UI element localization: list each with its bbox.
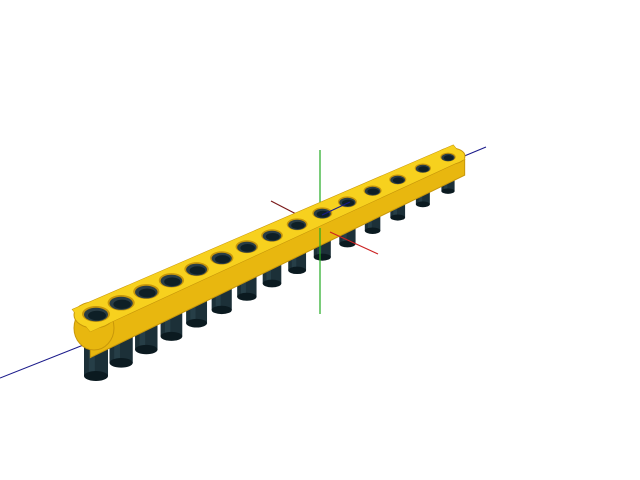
- peg-bottom: [288, 266, 307, 275]
- beam-hole: [286, 218, 308, 231]
- beam-hole: [82, 306, 110, 322]
- peg-bottom: [237, 292, 257, 301]
- beam-hole: [389, 174, 407, 185]
- hole-inner: [215, 255, 231, 264]
- hole-inner: [113, 299, 131, 309]
- hole-inner: [443, 155, 454, 161]
- peg-bottom: [211, 305, 232, 315]
- peg-bottom: [441, 188, 455, 194]
- hole-inner: [88, 310, 106, 321]
- hole-inner: [392, 177, 404, 184]
- peg-bottom: [364, 227, 381, 234]
- hole-inner: [164, 277, 181, 287]
- beam-hole: [158, 273, 185, 288]
- peg-bottom: [415, 201, 430, 208]
- z-axis-line-left: [0, 339, 97, 379]
- beam-hole: [261, 229, 283, 242]
- peg-bottom: [160, 331, 183, 341]
- axes-front: [319, 201, 379, 314]
- beam-hole: [312, 207, 333, 219]
- beam-hole: [133, 284, 160, 300]
- peg-highlight: [88, 340, 95, 376]
- peg-bottom: [262, 279, 282, 288]
- beam-side-face: [89, 158, 466, 359]
- peg-bottom: [339, 240, 356, 248]
- peg-bottom: [84, 371, 108, 381]
- peg-bottom: [109, 357, 133, 368]
- peg-bottom: [390, 214, 406, 221]
- x-axis-line-front: [329, 231, 379, 255]
- beam-hole: [337, 196, 357, 208]
- hole-inner: [367, 188, 380, 195]
- hole-inner: [265, 232, 280, 241]
- beam-hole: [184, 262, 209, 277]
- peg-bottom: [186, 318, 208, 328]
- hole-inner: [240, 244, 255, 252]
- hole-inner: [291, 221, 305, 229]
- technic-beam: [71, 144, 466, 359]
- z-axis-line-right: [461, 146, 487, 158]
- beam-hole: [209, 251, 234, 265]
- beam-hole: [363, 185, 382, 196]
- peg-bottom: [135, 344, 158, 355]
- beam-hole: [440, 152, 456, 162]
- beam-hole: [235, 240, 259, 254]
- beam-hole: [414, 163, 432, 173]
- peg-bottom: [313, 253, 331, 261]
- hole-inner: [138, 288, 156, 298]
- z-axis-line-center: [321, 201, 351, 216]
- beam-hole: [107, 295, 135, 311]
- peg-highlight: [114, 327, 120, 363]
- hole-inner: [189, 266, 206, 275]
- hole-inner: [418, 166, 429, 172]
